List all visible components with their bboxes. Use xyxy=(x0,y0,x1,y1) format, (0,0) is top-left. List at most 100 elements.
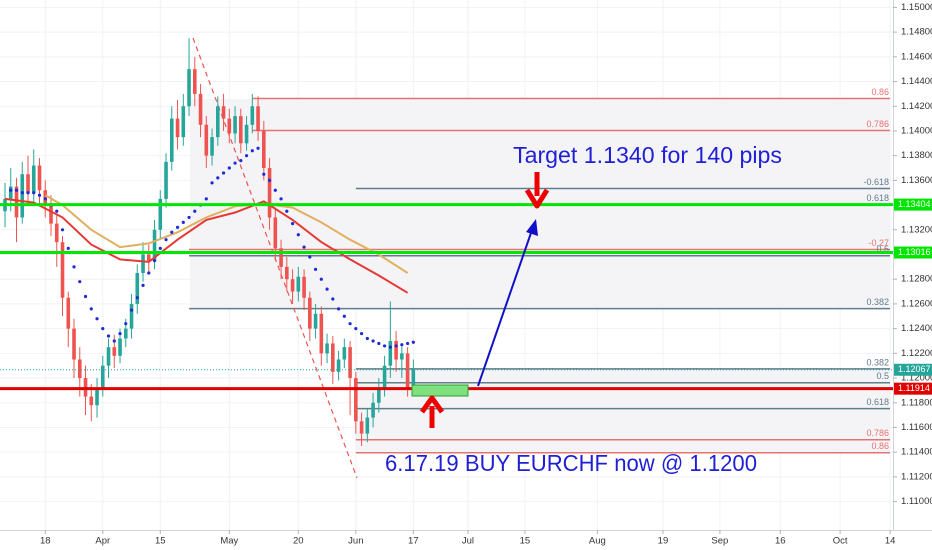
sar-dot xyxy=(244,154,249,158)
x-tick-label: 17 xyxy=(408,536,419,547)
sar-dot xyxy=(342,314,346,318)
candle-body xyxy=(377,387,381,403)
up-arrow-head xyxy=(419,395,445,414)
fib-label: 0.786 xyxy=(866,428,889,438)
fib-label: 0.382 xyxy=(866,357,889,367)
candle-body xyxy=(296,276,301,292)
y-tick-label: 1.14200 xyxy=(901,101,932,112)
candle-body xyxy=(325,343,329,354)
sar-dot xyxy=(394,344,398,348)
candle-body xyxy=(348,347,352,379)
sar-dot xyxy=(382,344,387,348)
sar-dot xyxy=(147,271,151,275)
sar-dot xyxy=(302,245,306,249)
x-tick-label: 19 xyxy=(658,536,669,547)
sar-dot xyxy=(336,307,341,311)
candle-body xyxy=(14,186,19,218)
candle-body xyxy=(66,297,71,329)
sar-dot xyxy=(313,267,318,271)
sar-dot xyxy=(95,317,99,321)
sar-dot xyxy=(20,191,24,195)
candle-body xyxy=(118,338,122,356)
candle-body xyxy=(354,378,358,422)
y-tick-label: 1.11800 xyxy=(901,397,932,408)
candle-body xyxy=(187,69,191,107)
sar-dot xyxy=(216,176,220,180)
candle-body xyxy=(394,340,398,360)
sar-dot xyxy=(124,322,128,326)
candle-body xyxy=(204,124,209,156)
candle-body xyxy=(112,347,117,356)
sar-dot xyxy=(210,181,214,185)
candle-body xyxy=(175,118,180,138)
x-tick-label: Apr xyxy=(95,536,110,547)
sar-dot xyxy=(296,233,300,237)
target-arrow xyxy=(477,229,533,387)
sar-dot xyxy=(14,188,19,192)
candle-body xyxy=(198,93,203,125)
candle-body xyxy=(181,106,186,138)
sar-dot xyxy=(319,277,323,281)
x-tick-label: Jun xyxy=(348,536,363,547)
price-tag-label: 1.11914 xyxy=(898,383,930,393)
annotation: 6.17.19 BUY EURCHF now @ 1.1200 xyxy=(385,450,757,476)
y-tick-label: 1.11400 xyxy=(901,447,932,458)
candle-body xyxy=(158,198,163,230)
sar-dot xyxy=(359,331,364,336)
candle-body xyxy=(411,369,416,388)
y-tick-label: 1.12200 xyxy=(901,348,932,359)
target-arrow-head xyxy=(526,219,538,236)
sar-dot xyxy=(221,171,226,175)
candle-body xyxy=(8,186,13,199)
x-tick-label: May xyxy=(220,536,238,547)
candle-body xyxy=(54,223,59,243)
y-tick-label: 1.14000 xyxy=(901,125,932,136)
sar-dot xyxy=(233,161,237,165)
fib-label: -0.618 xyxy=(863,177,889,187)
price-tag-label: 1.12067 xyxy=(898,364,931,374)
sar-dot xyxy=(256,146,260,150)
candle-body xyxy=(279,248,283,267)
fib-label: 0.618 xyxy=(866,193,889,203)
fib-label: -0.27 xyxy=(868,238,889,248)
sar-dot xyxy=(262,172,266,176)
y-tick-label: 1.13800 xyxy=(901,150,932,161)
sar-dot xyxy=(365,336,369,341)
sar-dot xyxy=(181,220,185,224)
candle-body xyxy=(239,116,243,144)
sar-dot xyxy=(26,191,30,195)
sar-dot xyxy=(411,340,415,344)
price-tag-label: 1.13016 xyxy=(898,247,931,257)
sar-dot xyxy=(325,287,329,291)
x-tick-label: Aug xyxy=(589,536,606,547)
sar-dot xyxy=(55,209,59,213)
axis-labels: 1.15000 1.14800 1.14600 1.14400 1.14200 1.140… xyxy=(40,2,932,547)
sar-dot xyxy=(158,246,162,250)
candle-body xyxy=(388,340,393,366)
sar-dot xyxy=(371,339,375,343)
y-tick-label: 1.14600 xyxy=(901,51,932,62)
sar-dot xyxy=(135,296,139,300)
entry-zone xyxy=(411,384,469,397)
y-tick-label: 1.11000 xyxy=(901,496,932,507)
x-tick-label: Sep xyxy=(711,536,728,547)
candle-body xyxy=(313,313,318,329)
sar-dot xyxy=(37,193,42,197)
candle-body xyxy=(342,347,347,360)
candle-body xyxy=(285,266,289,280)
y-tick-label: 1.15000 xyxy=(901,2,932,13)
sar-dot xyxy=(193,209,197,213)
sar-dot xyxy=(308,255,312,259)
candle-body xyxy=(146,254,151,261)
candle-body xyxy=(382,365,387,388)
candle-body xyxy=(400,353,404,360)
sar-dot xyxy=(204,197,208,201)
price-tag xyxy=(894,363,932,376)
candle-body xyxy=(123,328,128,339)
sar-dot xyxy=(348,322,352,326)
candles xyxy=(3,38,416,446)
candle-body xyxy=(244,124,249,144)
candle-body xyxy=(319,313,324,354)
